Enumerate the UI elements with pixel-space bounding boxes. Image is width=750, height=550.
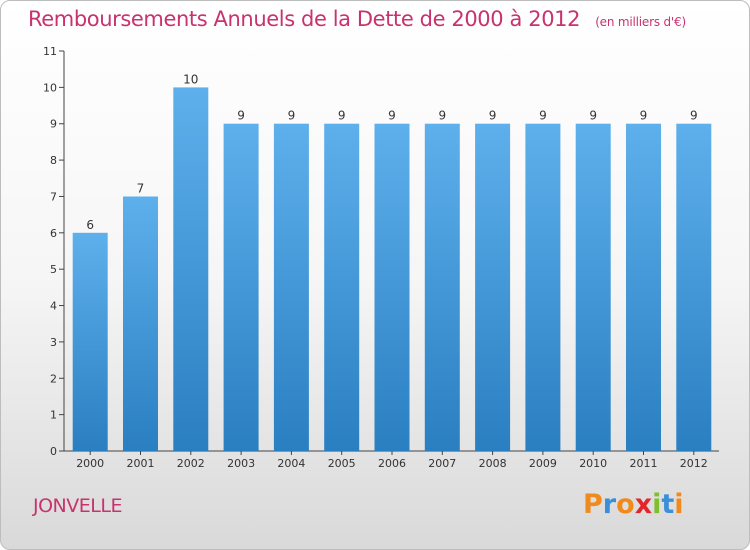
x-tick-label: 2009 bbox=[529, 457, 557, 470]
y-tick-label: 0 bbox=[50, 445, 57, 458]
bar-data-label: 9 bbox=[489, 109, 497, 123]
bar-2010 bbox=[575, 123, 611, 451]
logo-letter: P bbox=[583, 489, 603, 520]
x-tick-label: 2002 bbox=[177, 457, 205, 470]
bar-data-label: 9 bbox=[589, 109, 597, 123]
bar-2001 bbox=[123, 196, 158, 451]
bar-data-label: 9 bbox=[539, 109, 547, 123]
bar-2012 bbox=[676, 123, 712, 451]
bar-data-label: 9 bbox=[338, 109, 346, 123]
bar-2011 bbox=[626, 123, 661, 451]
y-tick-label: 6 bbox=[50, 227, 57, 240]
bar-data-label: 9 bbox=[237, 109, 245, 123]
bar-2005 bbox=[324, 123, 360, 451]
x-tick-label: 2011 bbox=[630, 457, 658, 470]
y-tick-label: 8 bbox=[50, 154, 57, 167]
title-row: Remboursements Annuels de la Dette de 20… bbox=[28, 7, 686, 31]
y-tick-label: 11 bbox=[43, 45, 57, 58]
y-tick-label: 1 bbox=[50, 409, 57, 422]
y-tick-label: 4 bbox=[50, 300, 57, 313]
logo-letter: i bbox=[674, 489, 684, 520]
bar-data-label: 9 bbox=[690, 109, 698, 123]
bar-2000 bbox=[72, 232, 108, 451]
bar-2006 bbox=[374, 123, 410, 451]
logo-letter: i bbox=[652, 489, 662, 520]
bar-2008 bbox=[475, 123, 511, 451]
y-tick-label: 3 bbox=[50, 336, 57, 349]
logo-letter: r bbox=[602, 489, 617, 520]
y-tick-label: 5 bbox=[50, 263, 57, 276]
bar-data-label: 9 bbox=[288, 109, 296, 123]
y-tick-label: 9 bbox=[50, 118, 57, 131]
bar-2003 bbox=[223, 123, 259, 451]
logo-letter: o bbox=[616, 489, 635, 520]
bar-data-label: 9 bbox=[438, 109, 446, 123]
bar-data-label: 10 bbox=[183, 72, 198, 86]
bar-2007 bbox=[424, 123, 460, 451]
bar-data-label: 9 bbox=[388, 109, 396, 123]
chart-title: Remboursements Annuels de la Dette de 20… bbox=[28, 7, 581, 31]
x-tick-label: 2003 bbox=[227, 457, 255, 470]
bar-2004 bbox=[273, 123, 309, 451]
y-tick-label: 7 bbox=[50, 190, 57, 203]
x-tick-label: 2010 bbox=[579, 457, 607, 470]
x-tick-label: 2004 bbox=[277, 457, 305, 470]
x-tick-label: 2001 bbox=[127, 457, 155, 470]
x-tick-label: 2008 bbox=[479, 457, 507, 470]
proxiti-logo[interactable]: Proxiti bbox=[583, 489, 684, 520]
x-tick-label: 2000 bbox=[76, 457, 104, 470]
bar-2002 bbox=[173, 87, 209, 452]
x-tick-label: 2007 bbox=[428, 457, 456, 470]
x-tick-label: 2012 bbox=[680, 457, 708, 470]
chart-unit-note: (en milliers d'€) bbox=[595, 15, 686, 29]
bar-data-label: 9 bbox=[640, 109, 648, 123]
bar-data-label: 7 bbox=[137, 182, 145, 196]
y-tick-label: 2 bbox=[50, 372, 57, 385]
y-tick-label: 10 bbox=[43, 81, 57, 94]
x-tick-label: 2005 bbox=[328, 457, 356, 470]
bar-data-label: 6 bbox=[86, 218, 94, 232]
x-tick-label: 2006 bbox=[378, 457, 406, 470]
town-name: JONVELLE bbox=[33, 495, 122, 517]
logo-letter: x bbox=[634, 489, 653, 520]
logo-letter: t bbox=[661, 489, 675, 520]
bar-2009 bbox=[525, 123, 561, 451]
